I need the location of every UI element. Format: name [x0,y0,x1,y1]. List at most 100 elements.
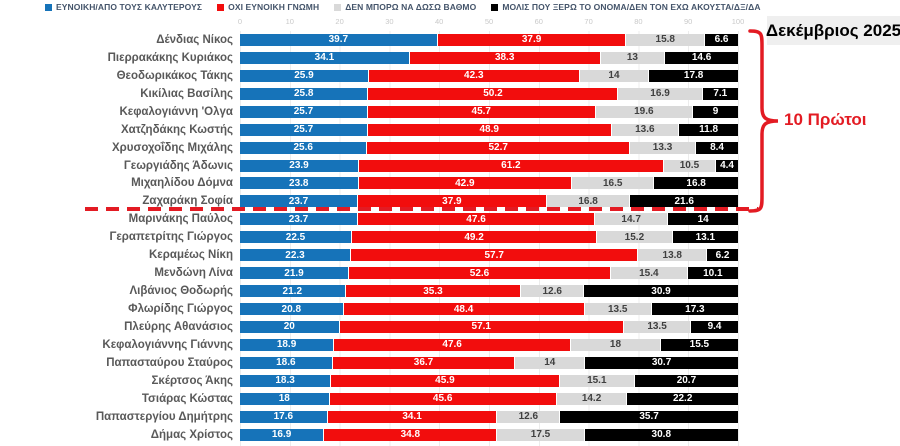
bar-segment: 34.1 [240,51,410,64]
category-label: Χατζηδάκης Κωστής [120,123,233,136]
chart-row: Θεοδωρικάκος Τάκης 25.9 42.3 14 17.8 [0,67,900,85]
chart-row: Χρυσοχοΐδης Μιχάλης 25.6 52.7 13.3 8.4 [0,139,900,157]
bar-segment: 25.7 [240,105,368,118]
stacked-bar: 18.6 36.7 14 30.7 [240,356,738,369]
chart-row: Κεραμέως Νίκη 22.3 57.7 13.8 6.2 [0,246,900,264]
bar-segment: 11.8 [679,123,738,136]
bar-segment: 37.9 [437,33,627,46]
bar-segment: 6.6 [705,33,738,46]
bar-segment: 36.7 [332,356,516,369]
legend-swatch-icon [491,3,499,11]
chart-row: Μαρινάκης Παύλος 23.7 47.6 14.7 14 [0,210,900,228]
bar-segment: 15.5 [660,338,738,351]
bar-segment: 16.5 [572,177,655,190]
bar-segment: 22.5 [240,231,353,244]
bar-segment: 17.6 [240,410,328,423]
top10-separator-line [85,207,758,211]
category-label: Δήμας Χρίστος [150,428,233,441]
bar-segment: 16.9 [618,87,703,100]
top10-brace-icon [748,29,779,213]
stacked-bar: 16.9 34.8 17.5 30.8 [240,428,738,441]
bar-segment: 14.2 [556,392,628,405]
bar-segment: 10.1 [687,267,738,280]
bar-segment: 37.9 [358,195,547,208]
chart-row: Φλωρίδης Γιώργος 20.8 48.4 13.5 17.3 [0,300,900,318]
bar-segment: 22.2 [627,392,738,405]
bar-segment: 21.6 [630,195,738,208]
x-axis-tick-label: 30 [385,17,394,26]
bar-segment: 45.6 [329,392,557,405]
bar-segment: 14 [579,69,650,82]
stacked-bar: 22.5 49.2 15.2 13.1 [240,231,738,244]
bar-segment: 47.6 [334,338,572,351]
bar-segment: 18.3 [240,374,332,387]
chart-row: Ζαχαράκη Σοφία 23.7 37.9 16.8 21.6 [0,192,900,210]
chart-row: Μιχαηλίδου Δόμνα 23.8 42.9 16.5 16.8 [0,175,900,193]
bar-segment: 39.7 [240,33,438,46]
category-label: Θεοδωρικάκος Τάκης [116,69,233,82]
bar-segment: 48.4 [343,303,585,316]
stacked-bar: 25.7 45.7 19.6 9 [240,105,738,118]
chart-rows: Δένδιας Νίκος 39.7 37.9 15.8 6.6 Πιερρακάκης … [0,31,900,444]
stacked-bar: 20 57.1 13.5 9.4 [240,320,738,333]
bar-segment: 47.6 [358,213,596,226]
bar-segment: 13.3 [629,141,697,154]
bar-segment: 12.6 [497,410,561,423]
bar-segment: 14 [668,213,738,226]
bar-segment: 38.3 [409,51,601,64]
stacked-bar: 34.1 38.3 13 14.6 [240,51,738,64]
bar-segment: 25.6 [240,141,368,154]
bar-segment: 15.1 [559,374,635,387]
chart-row: Χατζηδάκης Κωστής 25.7 48.9 13.6 11.8 [0,121,900,139]
bar-segment: 10.5 [663,159,717,172]
bar-segment: 18 [571,338,661,351]
bar-segment: 13 [600,51,666,64]
bar-segment: 16.8 [546,195,631,208]
bar-segment: 23.9 [240,159,360,172]
bar-segment: 23.7 [240,213,359,226]
bar-segment: 18.9 [240,338,335,351]
stacked-bar: 39.7 37.9 15.8 6.6 [240,33,738,46]
bar-segment: 18.6 [240,356,333,369]
stacked-bar: 18.3 45.9 15.1 20.7 [240,374,738,387]
legend-label: ΜΟΛΙΣ ΠΟΥ ΞΕΡΩ ΤΟ ΟΝΟΜΑ/ΔΕΝ ΤΟΝ ΕΧΩ ΑΚΟΥ… [502,2,761,12]
category-label: Λιβάνιος Θοδωρής [129,285,233,298]
bar-segment: 15.2 [597,231,673,244]
bar-segment: 25.7 [240,123,368,136]
bar-segment: 4.4 [716,159,738,172]
x-axis-tick-label: 20 [335,17,344,26]
bar-segment: 13.6 [611,123,680,136]
stacked-bar: 25.6 52.7 13.3 8.4 [240,141,738,154]
category-label: Πιερρακάκης Κυριάκος [107,51,233,64]
stacked-bar: 21.2 35.3 12.6 30.9 [240,285,738,298]
category-label: Σκέρτσος Άκης [151,374,233,387]
bar-segment: 35.7 [560,410,738,423]
bar-segment: 9.4 [691,320,738,333]
x-axis-tick-label: 100 [731,17,745,26]
bar-segment: 23.8 [240,177,359,190]
category-label: Κεφαλογιάννης Γιάννης [102,338,233,351]
chart-row: Παπασταύρου Σταύρος 18.6 36.7 14 30.7 [0,354,900,372]
category-label: Μιχαηλίδου Δόμνα [131,177,233,190]
category-label: Φλωρίδης Γιώργος [128,303,233,316]
chart-row: Τσιάρας Κώστας 18 45.6 14.2 22.2 [0,390,900,408]
bar-segment: 35.3 [345,285,522,298]
x-axis-tick-label: 60 [534,17,543,26]
bar-segment: 20 [240,320,340,333]
bar-segment: 17.3 [651,303,738,316]
x-axis-tick-label: 70 [584,17,593,26]
legend-label: ΕΥΝΟΙΚΗ/ΑΠΟ ΤΟΥΣ ΚΑΛΥΤΕΡΟΥΣ [56,2,203,12]
category-label: Κεραμέως Νίκη [149,249,233,262]
chart-row: Πιερρακάκης Κυριάκος 34.1 38.3 13 14.6 [0,49,900,67]
legend-item-barely-know: ΜΟΛΙΣ ΠΟΥ ΞΕΡΩ ΤΟ ΟΝΟΜΑ/ΔΕΝ ΤΟΝ ΕΧΩ ΑΚΟΥ… [491,2,760,12]
category-label: Τσιάρας Κώστας [141,392,233,405]
chart-row: Δήμας Χρίστος 16.9 34.8 17.5 30.8 [0,426,900,444]
bar-segment: 20.8 [240,303,344,316]
legend-item-unfavorable: ΟΧΙ ΕΥΝΟΙΚΗ ΓΝΩΜΗ [217,2,319,12]
stacked-bar: 18.9 47.6 18 15.5 [240,338,738,351]
bar-segment: 42.9 [358,177,573,190]
category-label: Κικίλιας Βασίλης [140,87,233,100]
bar-segment: 42.3 [368,69,580,82]
bar-segment: 13.1 [672,231,738,244]
bar-segment: 13.8 [638,249,708,262]
